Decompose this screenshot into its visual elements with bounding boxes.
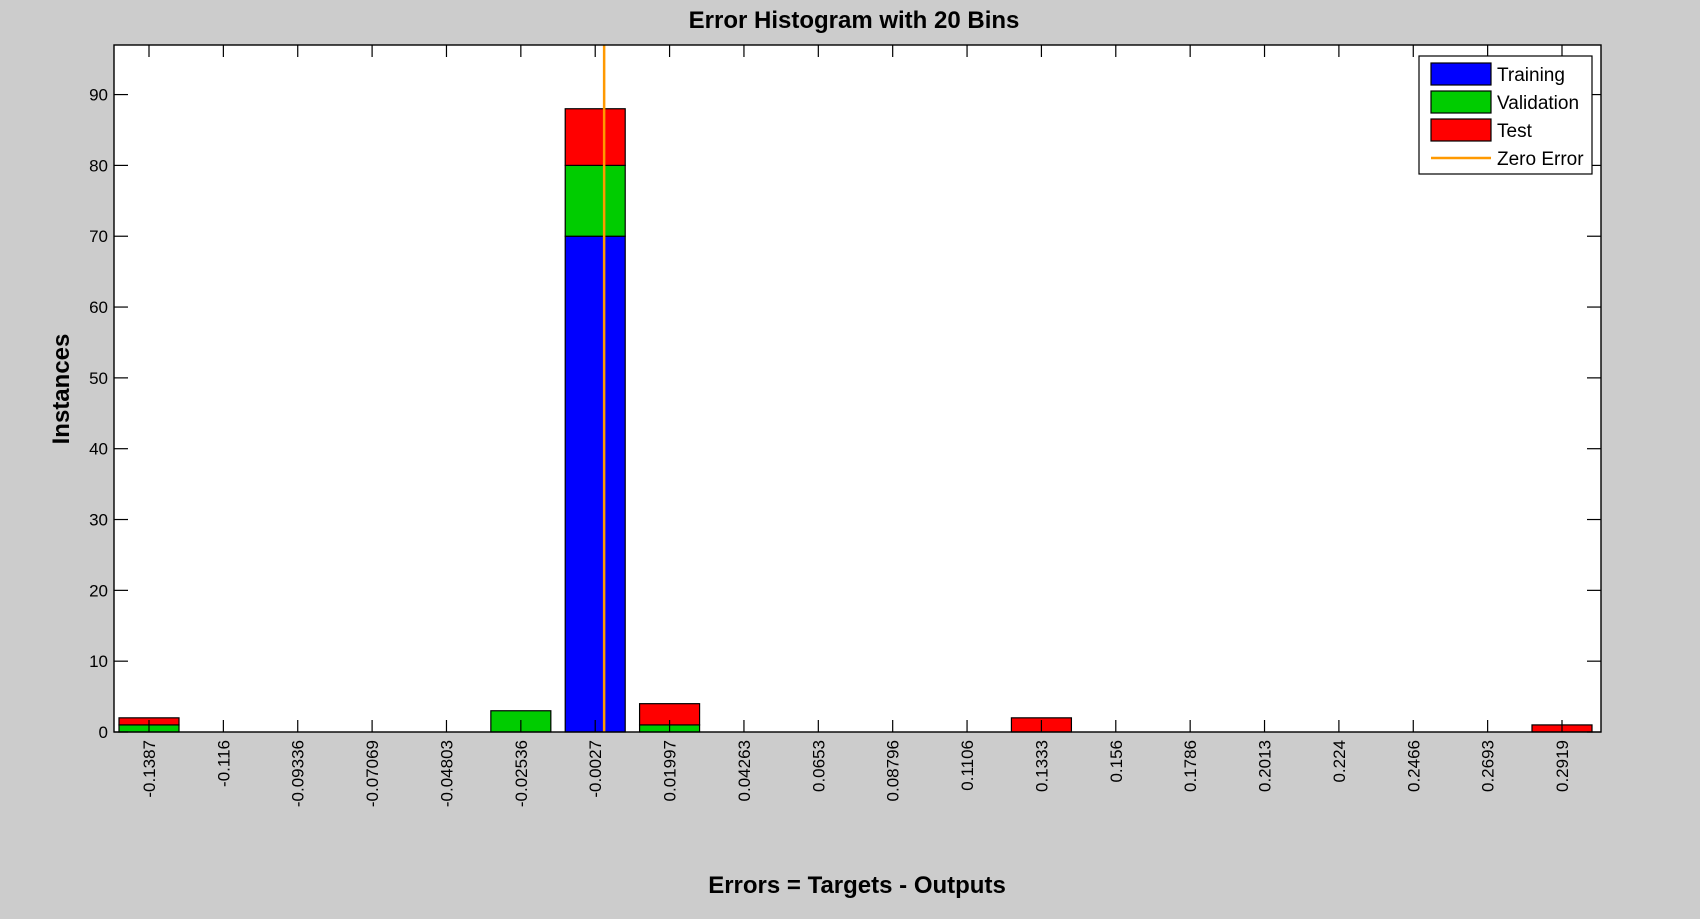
x-tick-label: 0.01997 (661, 740, 680, 801)
x-tick-label: -0.04803 (437, 740, 456, 807)
y-tick-label: 20 (89, 581, 108, 600)
y-tick-label: 0 (99, 723, 108, 742)
bar-validation-6 (564, 164, 626, 237)
legend-swatch-validation (1430, 90, 1492, 114)
y-tick-label: 30 (89, 511, 108, 530)
y-tick-label: 40 (89, 440, 108, 459)
legend: Training Validation Test Zero Error (1418, 55, 1593, 175)
legend-label-training: Training (1497, 65, 1565, 86)
bar-test-6 (564, 108, 626, 167)
y-tick-label: 50 (89, 369, 108, 388)
x-tick-label: 0.2013 (1256, 740, 1275, 792)
y-tick-label: 10 (89, 652, 108, 671)
y-tick-label: 90 (89, 86, 108, 105)
x-tick-label: 0.1106 (958, 740, 977, 791)
x-tick-label: -0.02536 (512, 740, 531, 807)
y-axis-ticks: 0 10 20 30 40 50 60 70 80 90 (89, 86, 1601, 742)
x-tick-label: 0.1333 (1032, 740, 1051, 792)
x-tick-label: -0.0027 (586, 740, 605, 798)
y-tick-label: 60 (89, 298, 108, 317)
legend-label-validation: Validation (1497, 93, 1579, 114)
x-axis-ticks: -0.1387 -0.116 -0.09336 -0.07069 -0.04803 -0.… (140, 45, 1572, 807)
x-tick-label: 0.1786 (1181, 740, 1200, 792)
chart-title: Error Histogram with 20 Bins (689, 7, 1020, 34)
plot-frame (113, 44, 1602, 733)
x-axis-label: Errors = Targets - Outputs (708, 872, 1006, 899)
x-tick-label: -0.1387 (140, 740, 159, 798)
y-tick-label: 70 (89, 227, 108, 246)
bar-training-6 (564, 235, 626, 733)
y-axis-label: Instances (48, 334, 75, 445)
legend-swatch-test (1430, 118, 1492, 142)
x-tick-label: -0.116 (214, 740, 233, 787)
x-tick-label: 0.08796 (884, 740, 903, 801)
x-tick-label: 0.2919 (1553, 740, 1572, 792)
legend-label-test: Test (1497, 121, 1533, 142)
x-tick-label: 0.2693 (1479, 740, 1498, 792)
legend-swatch-training (1430, 62, 1492, 86)
x-tick-label: -0.09336 (289, 740, 308, 807)
x-tick-label: 0.04263 (735, 740, 754, 801)
x-tick-label: 0.224 (1330, 740, 1349, 783)
x-tick-label: -0.07069 (363, 740, 382, 807)
x-tick-label: 0.156 (1107, 740, 1126, 783)
legend-label-zero-error: Zero Error (1497, 149, 1584, 170)
x-tick-label: 0.0653 (809, 740, 828, 792)
x-tick-label: 0.2466 (1404, 740, 1423, 792)
y-tick-label: 80 (89, 156, 108, 175)
plot-area (114, 45, 1601, 732)
